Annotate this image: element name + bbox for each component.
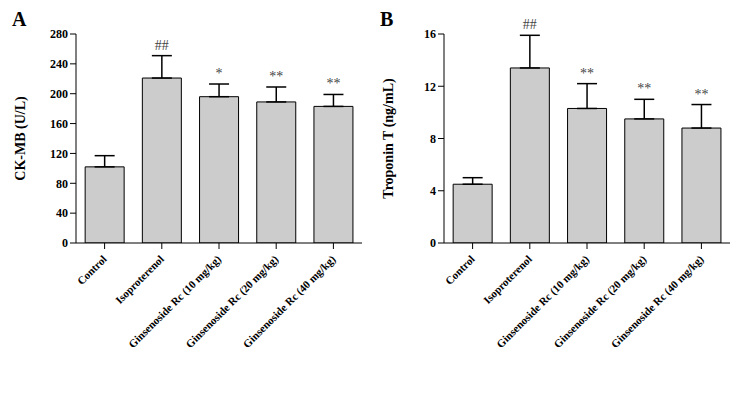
svg-text:##: ## xyxy=(155,38,169,53)
svg-text:Ginsenoside Rc (20 mg/kg): Ginsenoside Rc (20 mg/kg) xyxy=(183,253,281,351)
svg-text:80: 80 xyxy=(56,177,68,191)
svg-text:Control: Control xyxy=(443,253,477,287)
svg-text:Ginsenoside Rc (10 mg/kg): Ginsenoside Rc (10 mg/kg) xyxy=(494,253,592,351)
svg-text:**: ** xyxy=(326,76,340,91)
svg-text:40: 40 xyxy=(56,206,68,220)
svg-text:**: ** xyxy=(580,66,594,81)
html-text:B: B xyxy=(380,8,394,30)
svg-text:0: 0 xyxy=(430,236,436,250)
svg-text:Ginsenoside Rc (20 mg/kg): Ginsenoside Rc (20 mg/kg) xyxy=(551,253,649,351)
svg-text:Ginsenoside Rc (40 mg/kg): Ginsenoside Rc (40 mg/kg) xyxy=(608,253,706,351)
svg-text:240: 240 xyxy=(50,57,68,71)
svg-text:Control: Control xyxy=(75,253,109,287)
svg-text:**: ** xyxy=(269,69,283,84)
html-text:A: A xyxy=(12,8,27,30)
svg-text:##: ## xyxy=(523,17,537,32)
svg-text:280: 280 xyxy=(50,27,68,41)
svg-text:Isoproterenol: Isoproterenol xyxy=(113,253,166,306)
svg-text:8: 8 xyxy=(430,132,436,146)
svg-text:Ginsenoside Rc (40 mg/kg): Ginsenoside Rc (40 mg/kg) xyxy=(240,253,338,351)
svg-text:CK-MB (U/L): CK-MB (U/L) xyxy=(13,96,29,181)
svg-text:Troponin T (ng/mL): Troponin T (ng/mL) xyxy=(381,78,397,199)
svg-text:Ginsenoside Rc (10 mg/kg): Ginsenoside Rc (10 mg/kg) xyxy=(126,253,224,351)
svg-text:16: 16 xyxy=(424,27,436,41)
svg-text:Isoproterenol: Isoproterenol xyxy=(481,253,534,306)
svg-text:120: 120 xyxy=(50,147,68,161)
svg-text:4: 4 xyxy=(430,184,436,198)
svg-text:160: 160 xyxy=(50,117,68,131)
svg-text:12: 12 xyxy=(424,80,436,94)
svg-text:*: * xyxy=(216,66,223,81)
svg-text:200: 200 xyxy=(50,87,68,101)
svg-text:**: ** xyxy=(694,87,708,102)
svg-text:**: ** xyxy=(637,81,651,96)
svg-text:0: 0 xyxy=(62,236,68,250)
